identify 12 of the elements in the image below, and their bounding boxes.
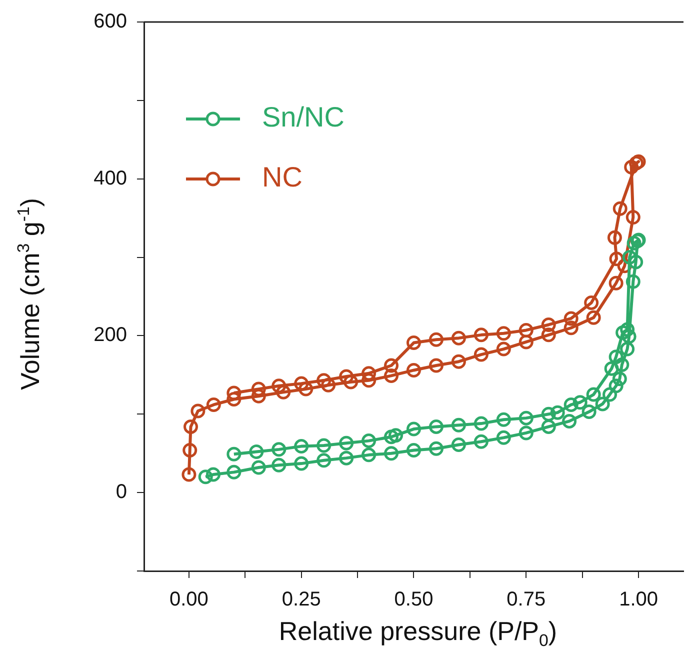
y-tick-label: 0 [116, 481, 127, 504]
x-axis-title: Relative pressure (P/P$_{0}$) [278, 616, 558, 652]
legend-label: NC [262, 162, 302, 193]
x-tick-label: 0.50 [394, 588, 434, 611]
x-tick-label: 0.00 [169, 588, 208, 611]
y-tick-label: 600 [94, 10, 127, 33]
x-tick-label: 0.25 [282, 588, 321, 611]
y-tick-label: 400 [94, 167, 127, 190]
legend-label: Sn/NC [262, 102, 344, 133]
x-tick-label: 0.75 [506, 588, 546, 611]
x-tick-label: 1.00 [619, 588, 658, 611]
y-tick-label: 200 [94, 324, 127, 346]
